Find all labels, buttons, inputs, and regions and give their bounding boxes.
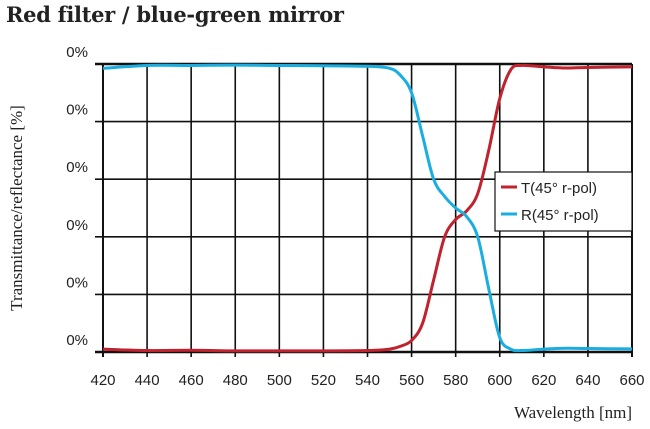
chart-title: Red filter / blue-green mirror — [6, 2, 344, 27]
legend-label: T(45° r-pol) — [521, 180, 597, 197]
series-line-transmittance — [102, 63, 633, 353]
x-tick-label: 540 — [355, 372, 380, 389]
x-tick-label: 640 — [575, 372, 600, 389]
legend-label: R(45° r-pol) — [521, 207, 599, 224]
y-tick-label: 40% — [58, 217, 88, 234]
series-line-reflectance — [102, 63, 633, 353]
x-tick-label: 420 — [90, 372, 115, 389]
y-tick-label: 0% — [66, 332, 88, 349]
legend-box — [494, 171, 633, 232]
y-tick-label: 20% — [58, 274, 88, 291]
x-tick-label: 480 — [223, 372, 248, 389]
y-tick-label: 100% — [50, 44, 88, 61]
y-tick-label: 80% — [58, 102, 88, 119]
y-tick-label: 60% — [58, 159, 88, 176]
x-axis-label: Wavelength [nm] — [514, 403, 632, 422]
x-tick-label: 460 — [179, 372, 204, 389]
x-tick-label: 600 — [487, 372, 512, 389]
x-tick-label: 500 — [267, 372, 292, 389]
x-tick-label: 580 — [443, 372, 468, 389]
x-tick-label: 560 — [399, 372, 424, 389]
x-tick-label: 660 — [619, 372, 644, 389]
x-tick-label: 440 — [135, 372, 160, 389]
x-tick-label: 520 — [311, 372, 336, 389]
y-axis-label: Transmittance/reflectance [%] — [7, 105, 26, 311]
x-tick-label: 620 — [531, 372, 556, 389]
